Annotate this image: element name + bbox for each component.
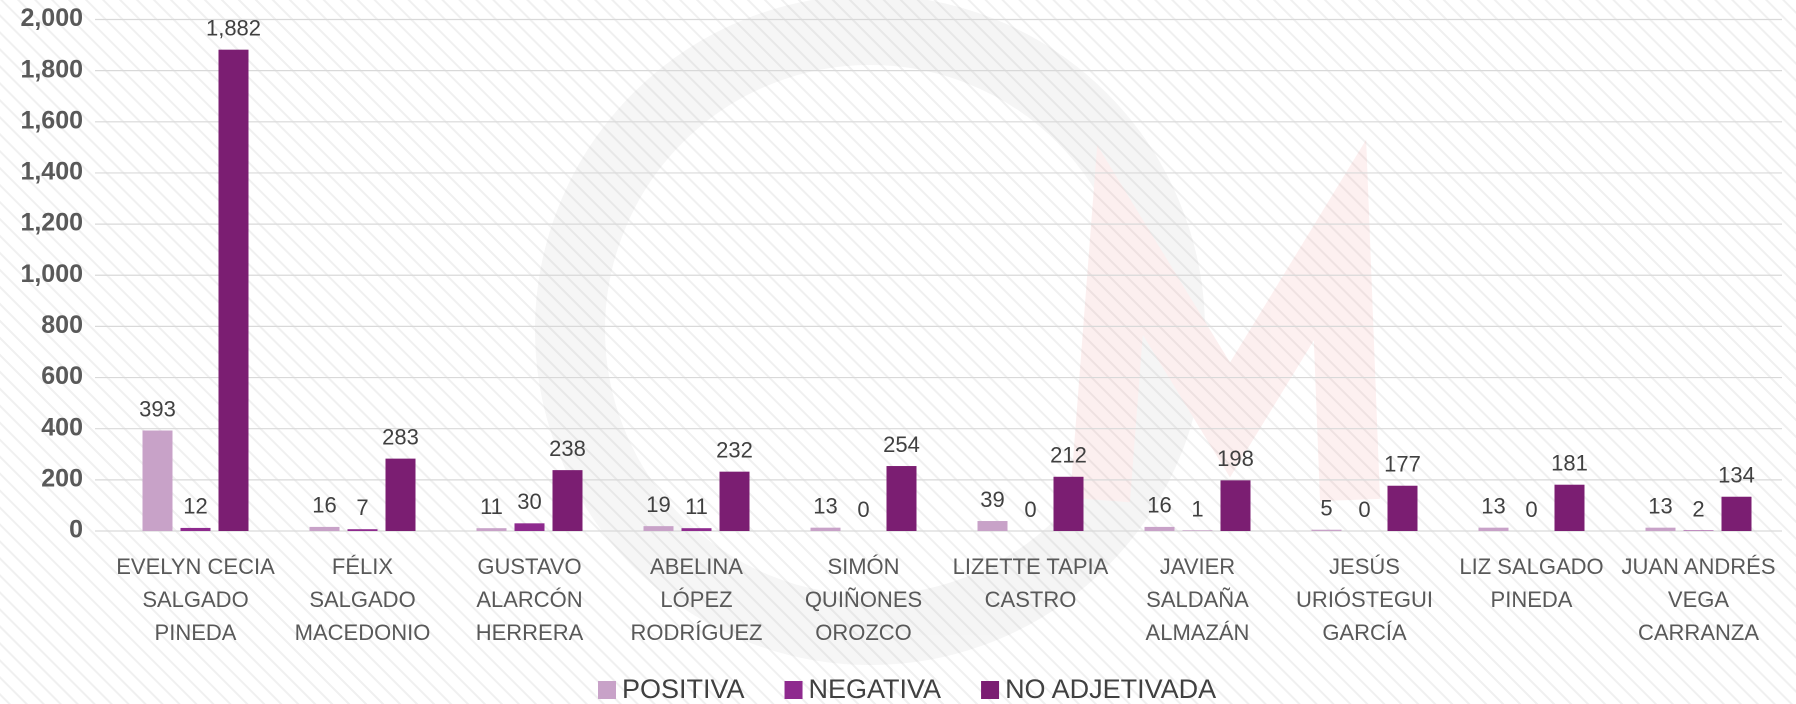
bar — [142, 430, 173, 531]
y-tick-label: 1,000 — [20, 260, 83, 288]
data-label: 12 — [183, 494, 207, 519]
data-label: 1,882 — [206, 15, 261, 40]
data-label: 16 — [1147, 493, 1171, 518]
y-tick-label: 800 — [41, 311, 83, 339]
data-label: 134 — [1718, 463, 1755, 488]
y-tick-label: 1,200 — [20, 209, 83, 237]
bar — [681, 528, 712, 531]
data-label: 39 — [980, 487, 1004, 512]
data-label: 16 — [312, 493, 336, 518]
legend-label: NO ADJETIVADA — [1005, 674, 1216, 704]
data-label: 5 — [1320, 496, 1332, 521]
x-tick-label: LIZ SALGADO PINEDA — [1459, 554, 1604, 612]
bar — [977, 521, 1008, 531]
y-tick-label: 200 — [41, 464, 83, 492]
data-label: 13 — [1481, 493, 1505, 518]
data-label: 238 — [549, 436, 586, 461]
bar — [1144, 526, 1175, 531]
data-label: 212 — [1050, 443, 1087, 468]
legend-swatch — [784, 681, 803, 699]
data-label: 0 — [1525, 497, 1537, 522]
bar — [1387, 485, 1418, 531]
legend-label: POSITIVA — [622, 674, 745, 704]
data-label: 0 — [857, 497, 869, 522]
y-tick-label: 1,800 — [20, 55, 83, 83]
bar — [1683, 530, 1714, 531]
bar — [886, 466, 917, 531]
x-tick-label: ABELINA LÓPEZ RODRÍGUEZ — [630, 554, 763, 645]
y-tick-label: 1,600 — [20, 106, 83, 134]
data-label: 177 — [1384, 452, 1421, 477]
data-label: 283 — [382, 424, 419, 449]
bar — [810, 527, 841, 531]
data-label: 19 — [646, 492, 670, 517]
bar — [218, 49, 249, 532]
x-tick-label: GUSTAVO ALARCÓN HERRERA — [475, 554, 584, 645]
bar — [1220, 480, 1251, 531]
data-label: 13 — [1648, 493, 1672, 518]
data-label: 0 — [1024, 497, 1036, 522]
bar — [643, 526, 674, 531]
data-label: 393 — [139, 396, 176, 421]
bar — [1645, 527, 1676, 531]
y-tick-label: 1,400 — [20, 158, 83, 186]
bar — [347, 529, 378, 531]
bar — [385, 458, 416, 531]
bar — [309, 526, 340, 531]
x-tick-label: JUAN ANDRÉS VEGA CARRANZA — [1621, 554, 1776, 645]
bar — [719, 471, 750, 531]
bar — [180, 527, 211, 531]
legend-swatch — [981, 681, 1000, 699]
data-label: 13 — [813, 493, 837, 518]
data-label: 181 — [1551, 451, 1588, 476]
legend-swatch — [598, 681, 616, 699]
data-label: 232 — [716, 437, 753, 462]
data-label: 7 — [356, 495, 368, 520]
data-label: 0 — [1358, 497, 1370, 522]
x-tick-label: SIMÓN QUIÑONES OROZCO — [804, 554, 923, 645]
y-tick-label: 400 — [41, 413, 83, 441]
data-label: 11 — [480, 494, 503, 519]
y-tick-label: 2,000 — [20, 4, 83, 32]
y-tick-label: 600 — [41, 362, 83, 390]
data-label: 11 — [685, 494, 708, 519]
data-label: 30 — [517, 489, 541, 514]
x-tick-label: LIZETTE TAPIA CASTRO — [952, 554, 1109, 612]
data-label: 254 — [883, 432, 920, 457]
x-tick-label: FÉLIX SALGADO MACEDONIO — [294, 554, 431, 645]
bar — [1554, 484, 1585, 531]
legend-label: NEGATIVA — [809, 674, 942, 704]
data-label: 1 — [1191, 497, 1203, 522]
x-tick-label: JAVIER SALDAÑA ALMAZÁN — [1145, 554, 1250, 645]
bar — [476, 528, 507, 531]
data-label: 198 — [1217, 446, 1254, 471]
x-tick-label: EVELYN CECIA SALGADO PINEDA — [116, 554, 275, 645]
bar — [1478, 527, 1509, 531]
bar — [1721, 496, 1752, 531]
x-tick-label: JESÚS URIÓSTEGUI GARCÍA — [1296, 554, 1433, 645]
bar — [514, 523, 545, 531]
bar — [1053, 476, 1084, 531]
y-tick-label: 0 — [69, 516, 83, 544]
data-label: 2 — [1692, 496, 1704, 521]
bar — [552, 470, 583, 531]
bar — [1311, 529, 1342, 531]
